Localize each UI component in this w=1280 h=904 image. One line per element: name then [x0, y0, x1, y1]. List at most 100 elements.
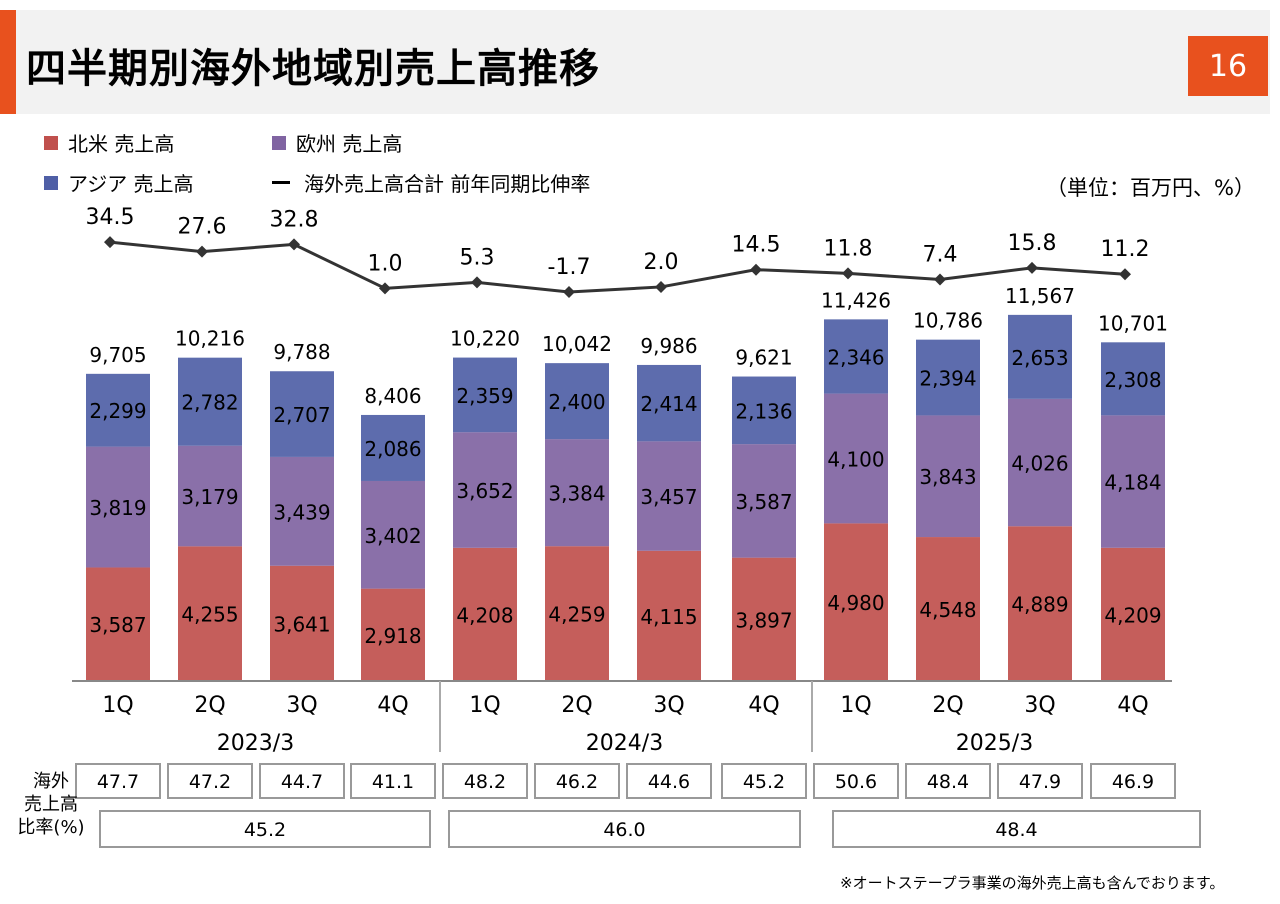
bar-europe-6 — [637, 441, 701, 551]
bar-label-europe-5: 3,384 — [548, 482, 605, 506]
bar-label-asia-8: 2,346 — [827, 345, 884, 369]
ratio-cell-7 — [721, 763, 807, 799]
ratio-value-8: 50.6 — [835, 771, 877, 793]
growth-marker-6 — [655, 280, 667, 293]
bar-asia-2 — [270, 371, 334, 457]
bar-europe-8 — [824, 393, 888, 524]
bar-asia-6 — [637, 364, 701, 442]
title-accent-bar — [0, 10, 16, 114]
growth-label-4: 5.3 — [460, 245, 495, 270]
legend-swatch-asia — [44, 175, 58, 190]
bar-north_america-9 — [916, 537, 980, 681]
legend-north-america: 北米 売上高 — [44, 128, 174, 157]
legend-swatch-north-america — [44, 135, 58, 150]
category-label-11: 4Q — [1117, 693, 1148, 718]
growth-marker-10 — [1026, 261, 1038, 274]
bar-label-asia-3: 2,086 — [364, 437, 421, 461]
bar-europe-7 — [732, 444, 796, 558]
growth-label-1: 27.6 — [178, 215, 227, 240]
bar-label-europe-7: 3,587 — [735, 490, 792, 514]
bar-asia-7 — [732, 376, 796, 445]
bar-label-europe-1: 3,179 — [181, 485, 238, 509]
ratio-value-3: 41.1 — [372, 771, 414, 793]
growth-marker-0 — [104, 236, 116, 249]
bar-north_america-1 — [178, 546, 242, 681]
total-label-7: 9,621 — [735, 346, 792, 370]
growth-marker-4 — [471, 276, 483, 289]
legend-label-growth: 海外売上高合計 前年同期比伸率 — [304, 172, 591, 196]
bar-asia-10 — [1008, 314, 1072, 399]
bar-north_america-7 — [732, 557, 796, 681]
group-label-0: 2023/3 — [217, 731, 294, 756]
bar-label-asia-10: 2,653 — [1011, 346, 1068, 370]
ratio-annual-cell-1 — [448, 810, 801, 848]
ratio-value-9: 48.4 — [927, 771, 969, 793]
bar-asia-4 — [453, 357, 517, 433]
ratio-cell-9 — [905, 763, 991, 799]
category-label-7: 4Q — [748, 693, 779, 718]
bar-label-asia-11: 2,308 — [1104, 368, 1161, 392]
group-label-1: 2024/3 — [586, 731, 663, 756]
ratio-annual-value-1: 46.0 — [603, 819, 645, 841]
growth-label-8: 11.8 — [824, 236, 873, 261]
growth-label-2: 32.8 — [270, 207, 319, 232]
total-label-1: 10,216 — [175, 327, 245, 351]
total-label-10: 11,567 — [1005, 284, 1075, 308]
bar-europe-5 — [545, 439, 609, 547]
bar-asia-0 — [86, 373, 150, 447]
ratio-value-6: 44.6 — [648, 771, 690, 793]
bar-label-europe-6: 3,457 — [640, 485, 697, 509]
bar-north_america-10 — [1008, 526, 1072, 681]
overseas-ratio-row-label: 海外 売上高 比率(%) — [10, 770, 92, 839]
total-label-5: 10,042 — [542, 332, 612, 356]
bar-label-europe-11: 4,184 — [1104, 471, 1161, 495]
bar-label-europe-8: 4,100 — [827, 448, 884, 472]
footnote: ※オートステープラ事業の海外売上高も含んでおります。 — [840, 874, 1225, 892]
bar-europe-11 — [1101, 415, 1165, 548]
ratio-cell-8 — [813, 763, 899, 799]
bar-label-asia-0: 2,299 — [89, 399, 146, 423]
category-label-5: 2Q — [561, 693, 592, 718]
growth-marker-9 — [934, 273, 946, 286]
legend-label-north-america: 北米 売上高 — [68, 132, 175, 156]
bar-label-europe-0: 3,819 — [89, 496, 146, 520]
growth-marker-5 — [563, 286, 575, 299]
ratio-annual-value-0: 45.2 — [244, 819, 286, 841]
bar-asia-11 — [1101, 342, 1165, 416]
category-label-2: 3Q — [286, 693, 317, 718]
bar-label-asia-5: 2,400 — [548, 390, 605, 414]
category-label-3: 4Q — [377, 693, 408, 718]
growth-line — [109, 240, 1126, 294]
bar-asia-5 — [545, 363, 609, 440]
ratio-value-1: 47.2 — [189, 771, 231, 793]
ratio-value-5: 46.2 — [556, 771, 598, 793]
category-label-9: 2Q — [932, 693, 963, 718]
legend-line-growth — [272, 181, 290, 184]
total-label-11: 10,701 — [1098, 311, 1168, 335]
bar-europe-3 — [361, 480, 425, 589]
bar-label-north_america-9: 4,548 — [919, 598, 976, 622]
total-label-6: 9,986 — [640, 334, 697, 358]
growth-label-7: 14.5 — [732, 233, 781, 258]
bar-label-north_america-2: 3,641 — [273, 612, 330, 636]
bar-north_america-3 — [361, 588, 425, 681]
growth-marker-8 — [842, 267, 854, 280]
growth-label-3: 1.0 — [368, 251, 403, 276]
ratio-cell-3 — [350, 763, 436, 799]
bar-north_america-6 — [637, 550, 701, 681]
category-label-1: 2Q — [194, 693, 225, 718]
bar-europe-1 — [178, 445, 242, 547]
category-label-0: 1Q — [102, 693, 133, 718]
bar-label-europe-3: 3,402 — [364, 524, 421, 548]
bar-north_america-8 — [824, 523, 888, 681]
bar-europe-0 — [86, 446, 150, 568]
group-label-2: 2025/3 — [956, 731, 1033, 756]
growth-label-10: 15.8 — [1008, 231, 1057, 256]
growth-marker-1 — [196, 245, 208, 258]
page-title: 四半期別海外地域別売上高推移 — [26, 46, 600, 92]
growth-label-11: 11.2 — [1101, 237, 1150, 262]
ratio-value-4: 48.2 — [464, 771, 506, 793]
bar-asia-3 — [361, 414, 425, 481]
growth-marker-7 — [750, 263, 762, 276]
